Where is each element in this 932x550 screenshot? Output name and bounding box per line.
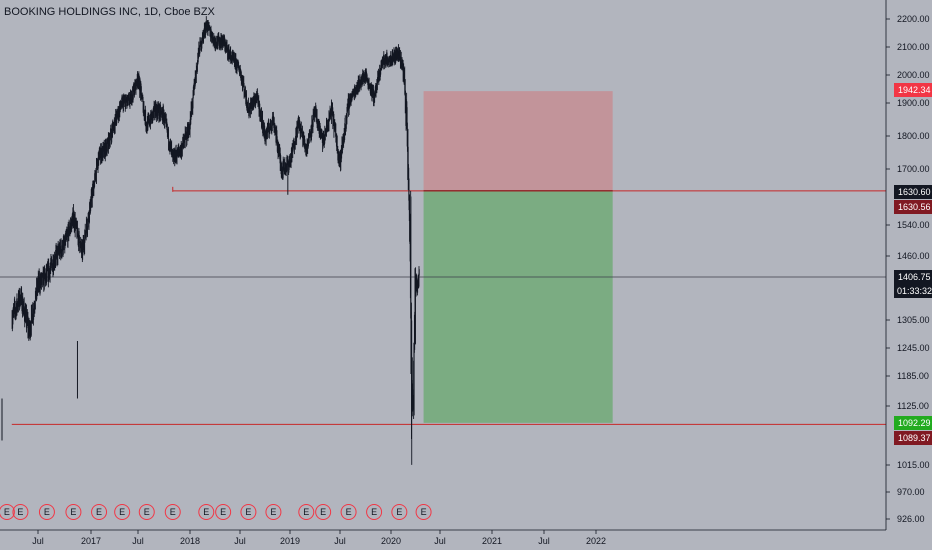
earnings-marker-icon [240, 504, 257, 520]
price-badge-label: 1089.37 [898, 433, 931, 443]
earnings-marker-icon [415, 504, 432, 520]
price-axis-label: 2100.00 [897, 42, 930, 52]
earnings-marker-icon [91, 504, 108, 520]
earnings-marker-icon [198, 504, 215, 520]
symbol-title: BOOKING HOLDINGS INC, 1D, Cboe BZX [4, 6, 215, 18]
price-axis-label: 2000.00 [897, 70, 930, 80]
price-badge [894, 200, 932, 214]
price-badge [894, 416, 932, 430]
price-axis-label: 970.00 [897, 487, 925, 497]
time-axis-label: Jul [334, 536, 346, 546]
earnings-marker-label: E [4, 507, 10, 517]
price-axis-label: 2200.00 [897, 14, 930, 24]
earnings-marker-label: E [396, 507, 402, 517]
earnings-marker-label: E [203, 507, 209, 517]
price-badge [894, 431, 932, 445]
time-axis-label: Jul [32, 536, 44, 546]
countdown-badge [894, 284, 932, 298]
price-badge [894, 270, 932, 284]
earnings-marker-icon [0, 504, 15, 520]
candles-group [1, 16, 420, 465]
time-axis-label: Jul [434, 536, 446, 546]
price-axis-label: 1800.00 [897, 131, 930, 141]
earnings-marker-label: E [70, 507, 76, 517]
earnings-marker-label: E [320, 507, 326, 517]
time-axis-label: 2022 [586, 536, 606, 546]
price-badge-label: 1630.56 [898, 202, 931, 212]
earnings-marker-icon [366, 504, 383, 520]
earnings-marker-label: E [17, 507, 23, 517]
time-axis-label: 2017 [81, 536, 101, 546]
time-axis-label: 2020 [381, 536, 401, 546]
earnings-marker-icon [340, 504, 357, 520]
earnings-marker-icon [315, 504, 332, 520]
earnings-marker-label: E [371, 507, 377, 517]
earnings-marker-icon [215, 504, 232, 520]
price-badge [894, 185, 932, 199]
price-badge [894, 83, 932, 97]
earnings-marker-icon [138, 504, 155, 520]
price-axis-label: 926.00 [897, 514, 925, 524]
time-axis-label: 2018 [180, 536, 200, 546]
earnings-marker-icon [65, 504, 82, 520]
price-axis-label: 1015.00 [897, 460, 930, 470]
earnings-marker-label: E [421, 507, 427, 517]
price-axis-label: 1125.00 [897, 401, 929, 411]
earnings-marker-label: E [96, 507, 102, 517]
earnings-marker-label: E [245, 507, 251, 517]
earnings-marker-label: E [346, 507, 352, 517]
price-axis-label: 1540.00 [897, 220, 930, 230]
stop-zone [423, 91, 613, 191]
earnings-marker-label: E [119, 507, 125, 517]
earnings-marker-icon [391, 504, 408, 520]
time-axis-label: 2021 [482, 536, 502, 546]
price-axis-label: 1245.00 [897, 343, 930, 353]
price-axis-label: 1305.00 [897, 315, 930, 325]
target-zone [423, 190, 613, 423]
earnings-marker-label: E [303, 507, 309, 517]
price-axis-label: 1185.00 [897, 371, 929, 381]
earnings-marker-icon [12, 504, 29, 520]
earnings-marker-label: E [44, 507, 50, 517]
time-axis-label: Jul [234, 536, 246, 546]
earnings-marker-icon [164, 504, 181, 520]
earnings-marker-icon [114, 504, 131, 520]
earnings-marker-label: E [220, 507, 226, 517]
earnings-marker-icon [298, 504, 315, 520]
price-axis-label: 1460.00 [897, 251, 930, 261]
countdown-label: 01:33:32 [897, 286, 932, 296]
price-badge-label: 1630.60 [898, 187, 931, 197]
time-axis-label: Jul [538, 536, 550, 546]
price-axis-label: 1900.00 [897, 98, 930, 108]
earnings-marker-icon [265, 504, 282, 520]
price-badge-label: 1406.75 [898, 272, 931, 282]
time-axis-label: Jul [132, 536, 144, 546]
price-badge-label: 1092.29 [898, 418, 931, 428]
price-axis-label: 1700.00 [897, 164, 930, 174]
earnings-marker-icon [38, 504, 55, 520]
earnings-marker-label: E [170, 507, 176, 517]
time-axis-label: 2019 [280, 536, 300, 546]
earnings-marker-label: E [270, 507, 276, 517]
price-badge-label: 1942.34 [898, 85, 931, 95]
earnings-marker-label: E [144, 507, 150, 517]
